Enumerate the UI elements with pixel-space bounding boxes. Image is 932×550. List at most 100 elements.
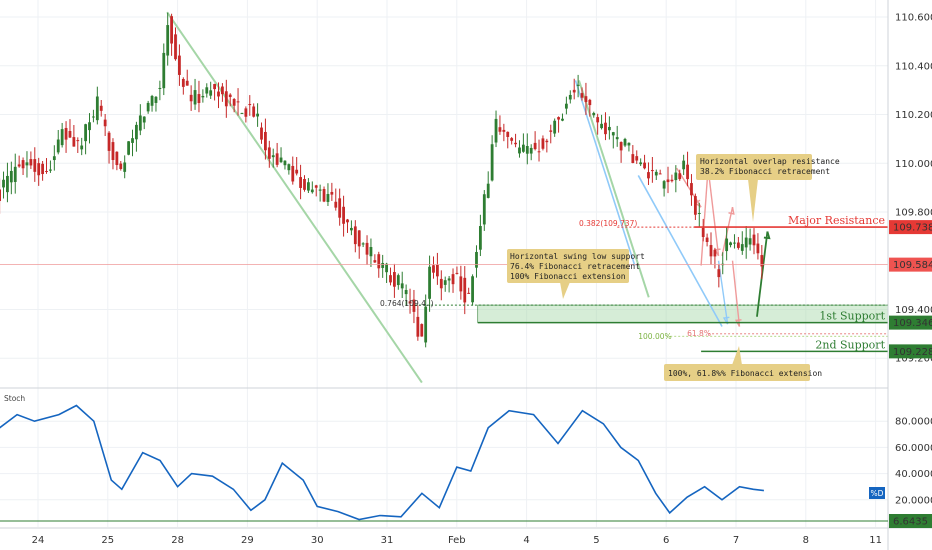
candle-body <box>478 226 482 250</box>
candle-body <box>271 155 275 158</box>
candle-body <box>490 144 494 181</box>
candle-body <box>236 101 240 103</box>
candle-body <box>287 164 291 171</box>
support2-price-badge-box <box>889 344 932 359</box>
candle-body <box>346 219 349 223</box>
candle-body <box>428 266 431 299</box>
candle-body <box>131 138 134 143</box>
price-tick-label: 109.200 <box>895 354 932 365</box>
candle-body <box>502 129 506 132</box>
candle-body <box>150 95 154 106</box>
candle-body <box>49 169 52 171</box>
candle-body <box>205 87 209 94</box>
candle-body <box>119 163 123 169</box>
candle-body <box>64 127 68 140</box>
candle-body <box>17 164 21 167</box>
time-tick-label: 7 <box>733 535 739 546</box>
candle-body <box>68 131 72 138</box>
candle-body <box>252 106 256 117</box>
time-tick-label: 8 <box>803 535 809 546</box>
second-support-callout-box <box>664 364 810 381</box>
candle-body <box>326 194 330 202</box>
time-tick-label: 29 <box>241 535 254 546</box>
candle-body <box>725 238 729 252</box>
candle-body <box>338 198 342 218</box>
candle-body <box>475 251 478 268</box>
candle-body <box>283 160 287 166</box>
stoch-d-line <box>0 404 764 521</box>
stoch-d-legend-text: %D <box>871 489 884 498</box>
candle-body <box>670 179 674 182</box>
candle-body <box>385 263 388 273</box>
candle-body <box>275 153 279 165</box>
last-price-badge-box <box>889 257 932 272</box>
candle-body <box>619 142 623 151</box>
stoch-tick-label: 20.0000 <box>895 495 932 506</box>
second-support-callout-pointer <box>732 346 742 365</box>
candle-body <box>396 275 400 286</box>
candlestick-series <box>0 12 764 348</box>
candle-body <box>584 96 588 103</box>
candle-body <box>701 227 705 237</box>
trend-annotations <box>166 11 771 384</box>
red-arrow-5-head <box>734 319 742 327</box>
time-tick-label: Feb <box>448 535 466 546</box>
candle-body <box>514 142 517 145</box>
support-callout-line-1: Horizontal swing low support <box>510 252 645 261</box>
candle-body <box>666 179 670 183</box>
candle-body <box>33 159 37 172</box>
candle-body <box>713 249 717 257</box>
stoch-value-badge-text: 6.6435 <box>893 517 928 528</box>
candle-body <box>95 96 99 121</box>
green-trend-line-2 <box>577 80 650 298</box>
time-tick-label: 31 <box>381 535 394 546</box>
first-support-label: 1st Support <box>819 310 885 323</box>
last-price-badge-text: 109.584 <box>893 260 932 271</box>
candle-body <box>631 154 635 163</box>
price-tick-label: 109.400 <box>895 305 932 316</box>
candle-body <box>545 140 549 143</box>
candle-body <box>451 274 455 285</box>
support-callout-line-2: 76.4% Fibonacci retracement <box>510 262 640 271</box>
candle-body <box>166 25 170 56</box>
candle-body <box>557 117 560 120</box>
price-tick-label: 109.800 <box>895 207 932 218</box>
candle-body <box>221 86 224 95</box>
candle-body <box>228 94 232 98</box>
candle-body <box>361 243 365 245</box>
candle-body <box>256 113 259 117</box>
candle-body <box>2 179 5 188</box>
candle-body <box>494 118 498 143</box>
candle-body <box>389 275 392 283</box>
candle-body <box>197 94 201 103</box>
candle-body <box>697 212 701 214</box>
candle-body <box>662 181 666 189</box>
blue-trend-line-2 <box>637 175 723 327</box>
candle-body <box>6 175 9 193</box>
candle-body <box>748 238 752 245</box>
candle-body <box>647 172 650 179</box>
candle-body <box>13 166 17 182</box>
candle-body <box>455 272 459 274</box>
candle-body <box>142 116 146 123</box>
candle-body <box>447 278 451 281</box>
time-axis: 24 25 28 29 30 31 Feb 4 5 6 7 8 11 <box>32 535 882 546</box>
red-arrow-4-head <box>728 206 735 215</box>
candle-body <box>224 91 228 107</box>
candle-body <box>181 78 185 87</box>
candle-body <box>596 117 600 123</box>
candle-body <box>607 126 611 131</box>
candle-body <box>408 301 412 304</box>
time-tick-label: 4 <box>523 535 529 546</box>
candle-body <box>412 299 416 312</box>
price-tick-label: 110.600 <box>895 13 932 24</box>
candle-body <box>123 162 127 172</box>
candle-body <box>682 160 686 170</box>
candle-body <box>760 255 764 267</box>
support2-price-badge-text: 109.228 <box>893 347 932 358</box>
time-tick-label: 28 <box>171 535 184 546</box>
candle-body <box>76 140 80 142</box>
candle-body <box>564 103 568 109</box>
support2-price-badge: 109.228 <box>889 344 932 359</box>
support1-price-badge: 109.346 <box>889 315 932 330</box>
